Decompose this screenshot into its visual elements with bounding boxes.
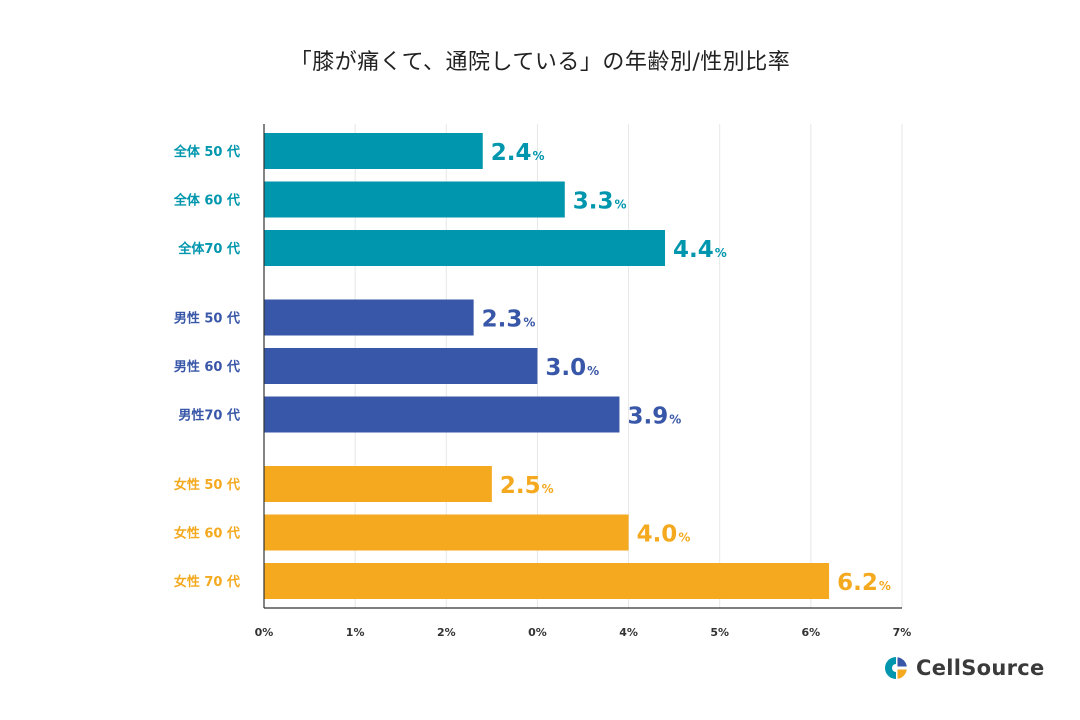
category-label: 男性 50 代 bbox=[174, 311, 240, 327]
bar bbox=[264, 299, 474, 336]
value-unit: % bbox=[523, 316, 535, 330]
x-tick-label: 0% bbox=[528, 626, 547, 639]
value-unit: % bbox=[715, 246, 727, 260]
cellsource-logo-icon bbox=[885, 657, 907, 679]
bar bbox=[264, 348, 538, 384]
bar bbox=[264, 563, 830, 599]
value-unit: % bbox=[532, 149, 544, 163]
x-tick-label: 4% bbox=[619, 626, 638, 639]
x-tick-label: 5% bbox=[710, 626, 729, 639]
x-tick-label: 6% bbox=[802, 626, 821, 639]
category-label: 全体 60 代 bbox=[173, 193, 240, 209]
value-unit: % bbox=[678, 531, 690, 545]
value-unit: % bbox=[879, 579, 891, 593]
bar bbox=[264, 230, 666, 266]
value-label: 4.0% bbox=[637, 522, 691, 548]
value-label: 2.5% bbox=[500, 473, 554, 499]
chart-title: 「膝が痛くて、通院している」の年齢別/性別比率 bbox=[289, 50, 791, 75]
category-label: 女性 60 代 bbox=[174, 526, 240, 542]
category-label: 男性70 代 bbox=[178, 408, 240, 424]
value-label: 2.4% bbox=[491, 140, 545, 166]
x-tick-label: 2% bbox=[437, 626, 456, 639]
bar bbox=[264, 466, 492, 502]
value-unit: % bbox=[669, 413, 681, 427]
bar bbox=[264, 514, 629, 551]
logo-text: CellSource bbox=[916, 656, 1045, 680]
category-label: 全体70 代 bbox=[177, 241, 240, 257]
category-label: 女性 50 代 bbox=[174, 477, 240, 493]
value-label: 3.3% bbox=[573, 189, 627, 215]
bar bbox=[264, 133, 483, 169]
cellsource-logo: CellSource bbox=[884, 656, 1045, 680]
value-label: 3.0% bbox=[545, 355, 599, 381]
category-label: 全体 50 代 bbox=[173, 144, 240, 160]
bar bbox=[264, 181, 565, 218]
bar bbox=[264, 396, 620, 433]
value-unit: % bbox=[587, 364, 599, 378]
value-unit: % bbox=[542, 482, 554, 496]
value-label: 3.9% bbox=[627, 404, 681, 430]
value-label: 6.2% bbox=[837, 570, 891, 596]
x-tick-label: 1% bbox=[346, 626, 365, 639]
x-tick-label: 0% bbox=[255, 626, 274, 639]
value-unit: % bbox=[615, 198, 627, 212]
value-label: 4.4% bbox=[673, 237, 727, 263]
category-label: 女性 70 代 bbox=[174, 574, 240, 590]
category-label: 男性 60 代 bbox=[174, 359, 240, 375]
x-tick-label: 7% bbox=[893, 626, 912, 639]
value-label: 2.3% bbox=[482, 307, 536, 333]
